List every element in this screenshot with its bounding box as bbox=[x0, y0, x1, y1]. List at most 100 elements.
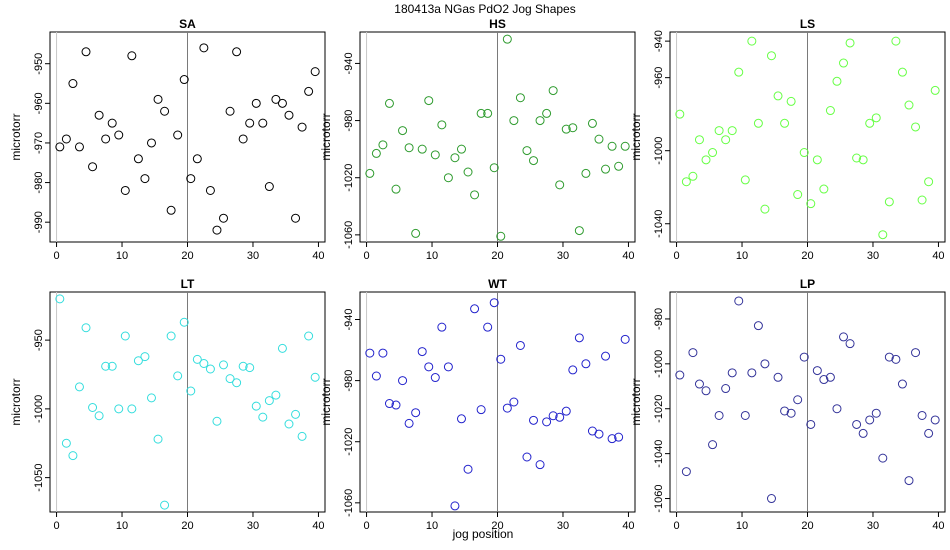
data-point bbox=[291, 213, 301, 223]
data-point bbox=[456, 144, 466, 154]
y-axis-label: microtorr bbox=[9, 378, 23, 425]
panel-title: HS bbox=[489, 17, 506, 31]
x-tick-label: 10 bbox=[426, 250, 438, 262]
data-point bbox=[271, 390, 281, 400]
data-point bbox=[727, 126, 737, 136]
data-point bbox=[747, 36, 757, 46]
x-tick-label: 0 bbox=[363, 250, 369, 262]
data-point bbox=[819, 375, 829, 385]
data-point bbox=[284, 419, 294, 429]
data-point bbox=[277, 98, 287, 108]
data-point bbox=[205, 364, 215, 374]
figure-x-axis-label: jog position bbox=[452, 527, 514, 541]
data-point bbox=[411, 228, 421, 238]
y-axis-label: microtorr bbox=[629, 378, 643, 425]
data-point bbox=[245, 118, 255, 128]
y-tick-label: -1020 bbox=[653, 395, 665, 423]
data-point bbox=[806, 419, 816, 429]
data-point bbox=[101, 134, 111, 144]
data-point bbox=[786, 96, 796, 106]
data-point bbox=[404, 143, 414, 153]
data-point bbox=[839, 58, 849, 68]
data-point bbox=[614, 432, 624, 442]
data-point bbox=[766, 494, 776, 504]
data-point bbox=[483, 108, 493, 118]
data-point bbox=[529, 156, 539, 166]
data-point bbox=[81, 47, 91, 57]
data-point bbox=[561, 406, 571, 416]
y-tick-label: -970 bbox=[33, 132, 45, 154]
data-point bbox=[766, 51, 776, 61]
data-point bbox=[107, 118, 117, 128]
data-point bbox=[515, 93, 525, 103]
data-point bbox=[911, 348, 921, 358]
data-point bbox=[146, 393, 156, 403]
data-point bbox=[284, 110, 294, 120]
data-point bbox=[845, 38, 855, 48]
data-point bbox=[734, 296, 744, 306]
data-point bbox=[708, 148, 718, 158]
x-tick-label: 10 bbox=[426, 520, 438, 532]
data-point bbox=[94, 411, 104, 421]
data-point bbox=[799, 148, 809, 158]
data-point bbox=[701, 386, 711, 396]
data-point bbox=[258, 412, 268, 422]
data-point bbox=[529, 415, 539, 425]
data-point bbox=[398, 126, 408, 136]
data-point bbox=[310, 372, 320, 382]
data-point bbox=[271, 94, 281, 104]
data-point bbox=[238, 134, 248, 144]
data-point bbox=[443, 362, 453, 372]
data-point bbox=[310, 67, 320, 77]
x-tick-label: 10 bbox=[736, 520, 748, 532]
data-point bbox=[232, 378, 242, 388]
panel-ls: LS 0 10 20 30 40 -1040 -1000 -960 -940 microtorr bbox=[629, 17, 946, 262]
data-point bbox=[675, 109, 685, 119]
data-point bbox=[708, 440, 718, 450]
data-point bbox=[153, 434, 163, 444]
data-point bbox=[509, 116, 519, 126]
data-point bbox=[417, 144, 427, 154]
x-tick-label: 20 bbox=[491, 520, 503, 532]
data-point bbox=[694, 135, 704, 145]
data-point bbox=[88, 162, 98, 172]
data-point bbox=[839, 332, 849, 342]
y-axis-label: microtorr bbox=[319, 113, 333, 160]
data-point bbox=[166, 331, 176, 341]
data-point bbox=[601, 351, 611, 361]
data-point bbox=[74, 382, 84, 392]
data-point bbox=[568, 365, 578, 375]
data-point bbox=[173, 371, 183, 381]
data-point bbox=[297, 431, 307, 441]
data-point bbox=[205, 185, 215, 195]
data-point bbox=[186, 174, 196, 184]
data-point bbox=[384, 399, 394, 409]
data-point bbox=[891, 36, 901, 46]
data-point bbox=[917, 410, 927, 420]
data-point bbox=[463, 167, 473, 177]
x-tick-label: 20 bbox=[801, 250, 813, 262]
data-point bbox=[140, 174, 150, 184]
data-point bbox=[555, 412, 565, 422]
data-point bbox=[68, 79, 78, 89]
data-point bbox=[832, 404, 842, 414]
data-point bbox=[865, 415, 875, 425]
y-tick-label: -1020 bbox=[343, 164, 355, 192]
data-point bbox=[94, 110, 104, 120]
data-point bbox=[806, 199, 816, 209]
x-tick-label: 30 bbox=[557, 520, 569, 532]
data-point bbox=[858, 155, 868, 165]
data-point bbox=[127, 51, 137, 61]
data-point bbox=[365, 348, 375, 358]
data-point bbox=[799, 352, 809, 362]
data-point bbox=[133, 154, 143, 164]
data-point bbox=[61, 438, 71, 448]
data-point bbox=[133, 356, 143, 366]
data-point bbox=[166, 205, 176, 215]
data-point bbox=[61, 134, 71, 144]
data-point bbox=[219, 360, 229, 370]
y-tick-label: -1050 bbox=[33, 464, 45, 492]
data-point bbox=[773, 91, 783, 101]
data-point bbox=[607, 141, 617, 151]
